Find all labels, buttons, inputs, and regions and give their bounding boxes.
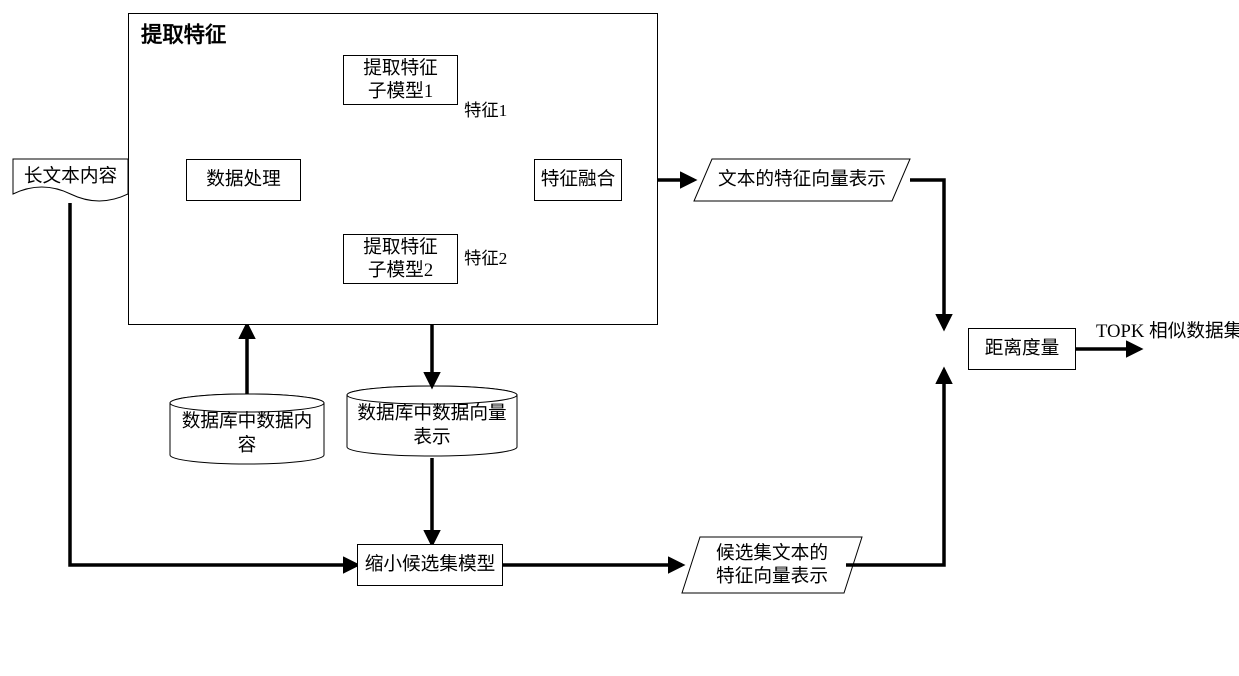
edge-text_vector-distance xyxy=(910,180,944,328)
node-reduce_model: 缩小候选集模型 xyxy=(357,544,503,586)
edge-label-feature2: 特征2 xyxy=(464,248,524,270)
node-data_proc: 数据处理 xyxy=(186,159,301,201)
node-distance: 距离度量 xyxy=(968,328,1076,370)
container-title: 提取特征 xyxy=(141,22,226,49)
node-candidate_vector-label: 候选集文本的 特征向量表示 xyxy=(682,537,862,593)
node-text_vector-label: 文本的特征向量表示 xyxy=(694,159,910,201)
node-long_text-label: 长文本内容 xyxy=(13,159,128,194)
node-db_vector-label: 数据库中数据向量 表示 xyxy=(347,395,517,456)
node-feature_fusion: 特征融合 xyxy=(534,159,622,201)
node-sub_model_2: 提取特征 子模型2 xyxy=(343,234,458,284)
edge-label-feature1: 特征1 xyxy=(464,100,524,122)
node-sub_model_1: 提取特征 子模型1 xyxy=(343,55,458,105)
node-topk: TOPK 相似数据集 xyxy=(1096,317,1239,347)
node-db_content-label: 数据库中数据内 容 xyxy=(170,403,324,464)
edge-candidate_vector-distance xyxy=(846,370,944,565)
